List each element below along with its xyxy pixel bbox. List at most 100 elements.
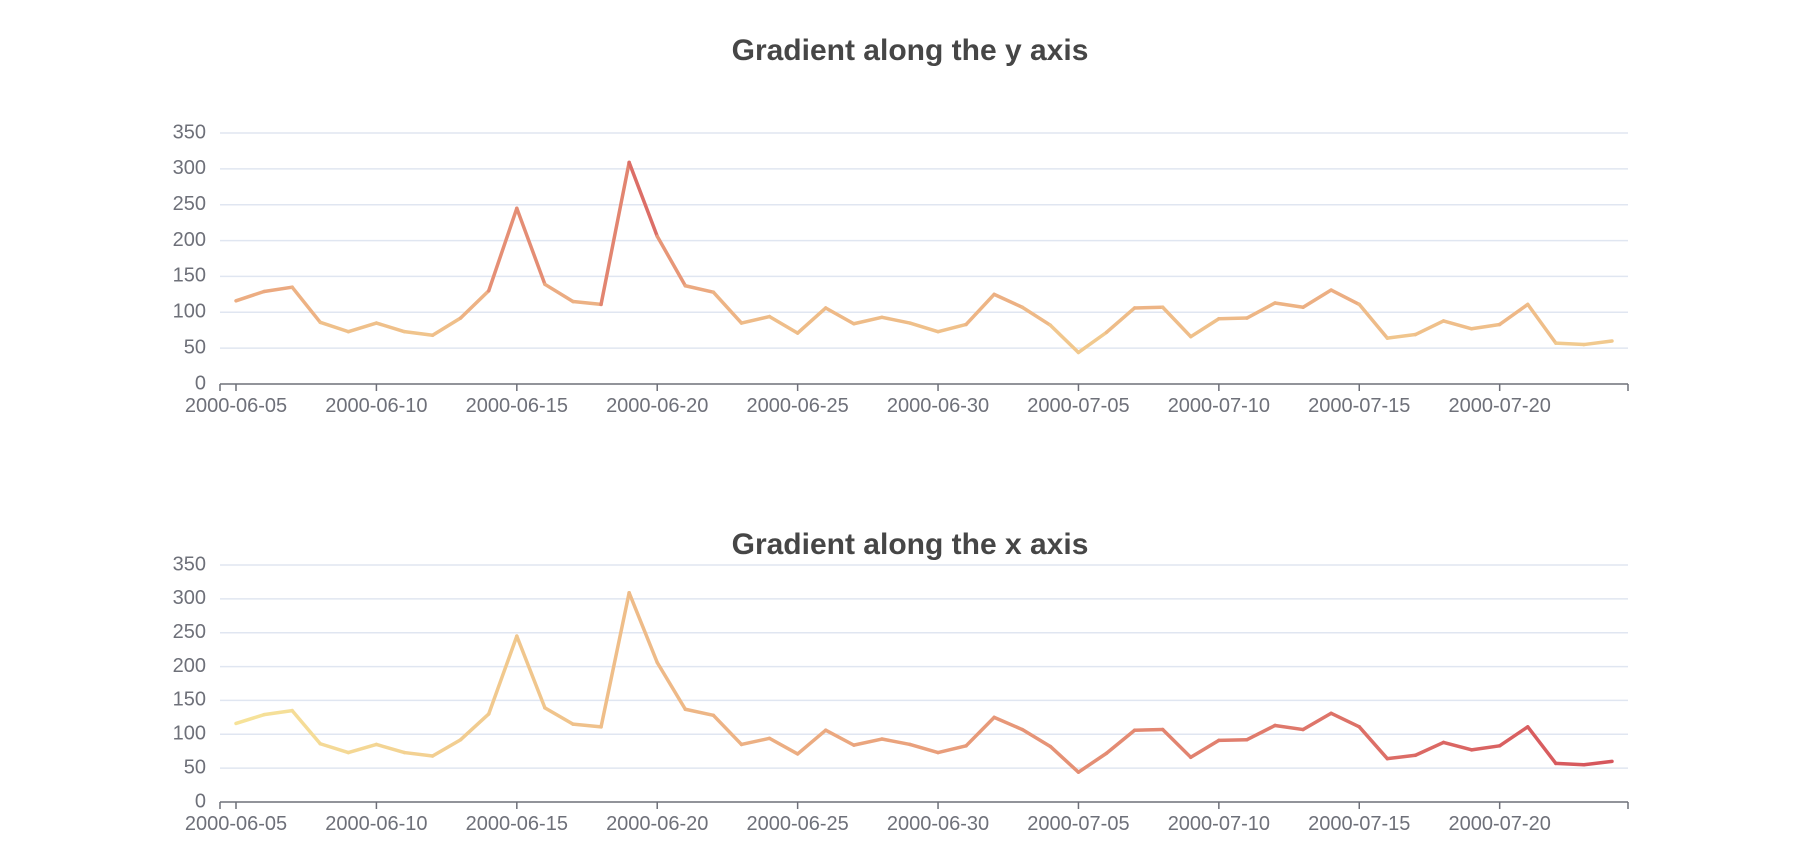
line-segment [852, 315, 884, 326]
line-segment [1329, 711, 1362, 729]
y-tick-label: 100 [173, 723, 206, 745]
line-segment [711, 713, 744, 747]
line-segment [823, 306, 856, 326]
y-tick-label: 0 [195, 372, 206, 394]
y-tick-label: 350 [173, 121, 206, 143]
line-segment [1582, 339, 1614, 347]
chart-title: Gradient along the y axis [732, 34, 1089, 67]
line-segment [571, 299, 603, 307]
line-segment [852, 737, 884, 747]
line-segment [543, 282, 575, 304]
x-tick-label: 2000-06-30 [887, 395, 989, 417]
x-tick-label: 2000-07-05 [1027, 813, 1129, 835]
line-segment [543, 706, 575, 726]
line-segment [1441, 319, 1474, 331]
line-segment [964, 292, 996, 327]
line-segment [234, 289, 266, 303]
y-tick-label: 100 [173, 301, 206, 323]
line-segment [1582, 759, 1614, 767]
line-segment [739, 314, 772, 325]
line-segment [1273, 723, 1305, 732]
line-segment [739, 736, 772, 747]
y-tick-label: 350 [173, 553, 206, 575]
line-segment [318, 320, 351, 334]
line-segment [1020, 305, 1053, 327]
line-segment [486, 206, 519, 293]
line-segment [402, 750, 435, 758]
y-tick-label: 250 [173, 621, 206, 643]
line-segment [515, 634, 547, 710]
x-tick-label: 2000-06-25 [746, 813, 848, 835]
line-segment [1413, 740, 1446, 758]
line-segment [627, 591, 659, 665]
line-segment [1160, 727, 1193, 760]
line-segment [1104, 306, 1137, 335]
line-segment [627, 160, 659, 239]
y-tick-label: 300 [173, 587, 206, 609]
x-tick-label: 2000-06-15 [466, 813, 568, 835]
line-segment [1413, 319, 1446, 337]
line-segment [346, 321, 379, 334]
x-tick-label: 2000-07-05 [1027, 395, 1129, 417]
line-segment [1301, 711, 1333, 732]
x-tick-label: 2000-07-20 [1449, 813, 1551, 835]
x-tick-label: 2000-07-20 [1449, 395, 1551, 417]
line-segment [1469, 744, 1502, 752]
line-segment [1160, 305, 1193, 339]
line-segment [683, 284, 716, 294]
y-tick-label: 200 [173, 655, 206, 677]
line-segment [1329, 288, 1362, 307]
line-segment [458, 289, 491, 320]
line-segment [683, 707, 716, 718]
line-segment [430, 316, 463, 337]
x-tick-label: 2000-07-10 [1168, 813, 1270, 835]
y-tick-label: 250 [173, 193, 206, 215]
line-segment [992, 715, 1025, 732]
line-segment [1076, 751, 1109, 774]
x-tick-label: 2000-06-30 [887, 813, 989, 835]
line-segment [599, 591, 631, 729]
line-segment [1048, 744, 1081, 774]
line-segment [992, 292, 1025, 310]
line-segment [346, 742, 379, 755]
line-segment [486, 634, 519, 716]
line-segment [655, 660, 688, 711]
line-segment [262, 708, 294, 717]
line-segment [515, 206, 547, 287]
line-segment [290, 285, 322, 325]
line-segment [1217, 316, 1249, 321]
line-segment [964, 715, 996, 748]
line-segment [936, 322, 968, 334]
x-tick-label: 2000-06-05 [185, 813, 287, 835]
x-axis-chart: Gradient along the x axis 0 50 100 150 200 250… [173, 528, 1629, 835]
line-segment [1245, 301, 1277, 320]
line-segment [1554, 341, 1586, 347]
line-segment [262, 285, 294, 294]
line-segment [1132, 727, 1165, 732]
x-tick-label: 2000-06-10 [325, 395, 427, 417]
line-segment [430, 737, 463, 758]
line-segment [234, 712, 266, 726]
line-segment [1273, 301, 1305, 310]
x-tick-label: 2000-07-15 [1308, 395, 1410, 417]
line-segment [599, 160, 631, 307]
line-segment [1385, 753, 1418, 761]
y-tick-label: 150 [173, 265, 206, 287]
line-segment [1497, 302, 1530, 327]
line-segment [1076, 330, 1109, 355]
line-segment [767, 736, 800, 756]
y-tick-label: 300 [173, 157, 206, 179]
line-segment [936, 744, 968, 755]
line-segment [1497, 725, 1530, 748]
y-tick-label: 0 [195, 790, 206, 812]
line-segment [318, 742, 351, 755]
line-segment [1526, 725, 1558, 766]
line-segment [1357, 302, 1390, 340]
y-axis-chart: Gradient along the y axis 0 50 100 150 200 250… [173, 34, 1629, 417]
x-tick-label: 2000-06-20 [606, 395, 708, 417]
line-segment [1441, 740, 1474, 752]
x-tick-label: 2000-06-15 [466, 395, 568, 417]
line-segment [571, 722, 603, 729]
line-segment [374, 742, 407, 755]
